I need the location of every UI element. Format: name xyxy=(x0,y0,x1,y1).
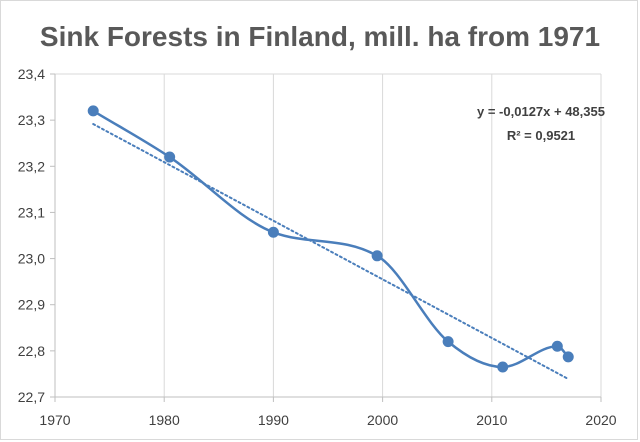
series-layer xyxy=(87,105,574,373)
data-point xyxy=(267,226,279,238)
y-tick-label: 22,9 xyxy=(18,297,45,313)
data-point xyxy=(164,151,176,163)
x-tick-label: 1970 xyxy=(39,412,70,428)
y-tick-label: 23,4 xyxy=(18,66,45,82)
data-point xyxy=(371,250,383,262)
y-tick-label: 23,3 xyxy=(18,112,45,128)
tick-labels: 22,7 22,8 22,9 23,0 23,1 23,2 23,3 23,4 1970 1980… xyxy=(18,66,617,428)
equation-layer: y = -0,0127x + 48,355 R² = 0,9521 xyxy=(477,104,605,143)
x-tick-label: 2020 xyxy=(585,412,616,428)
chart-title: Sink Forests in Finland, mill. ha from 1… xyxy=(40,21,600,52)
y-tick-label: 23,2 xyxy=(18,158,45,174)
y-tick-label: 23,1 xyxy=(18,204,45,220)
y-tick-label: 22,8 xyxy=(18,343,45,359)
data-point xyxy=(497,361,509,373)
data-point xyxy=(442,336,454,348)
trendline-r-squared: R² = 0,9521 xyxy=(507,128,575,143)
data-point xyxy=(551,340,563,352)
data-point xyxy=(87,105,99,117)
axes xyxy=(50,73,602,402)
y-tick-label: 23,0 xyxy=(18,251,45,267)
trendline-equation: y = -0,0127x + 48,355 xyxy=(477,104,605,119)
x-tick-label: 1980 xyxy=(149,412,180,428)
y-tick-label: 22,7 xyxy=(18,389,45,405)
data-point xyxy=(562,351,574,363)
series-line xyxy=(92,109,570,369)
trendline-layer xyxy=(92,123,570,380)
grid-lines xyxy=(55,73,602,397)
x-tick-label: 1990 xyxy=(258,412,289,428)
trendline xyxy=(92,123,570,380)
x-tick-label: 2010 xyxy=(476,412,507,428)
x-tick-label: 2000 xyxy=(367,412,398,428)
